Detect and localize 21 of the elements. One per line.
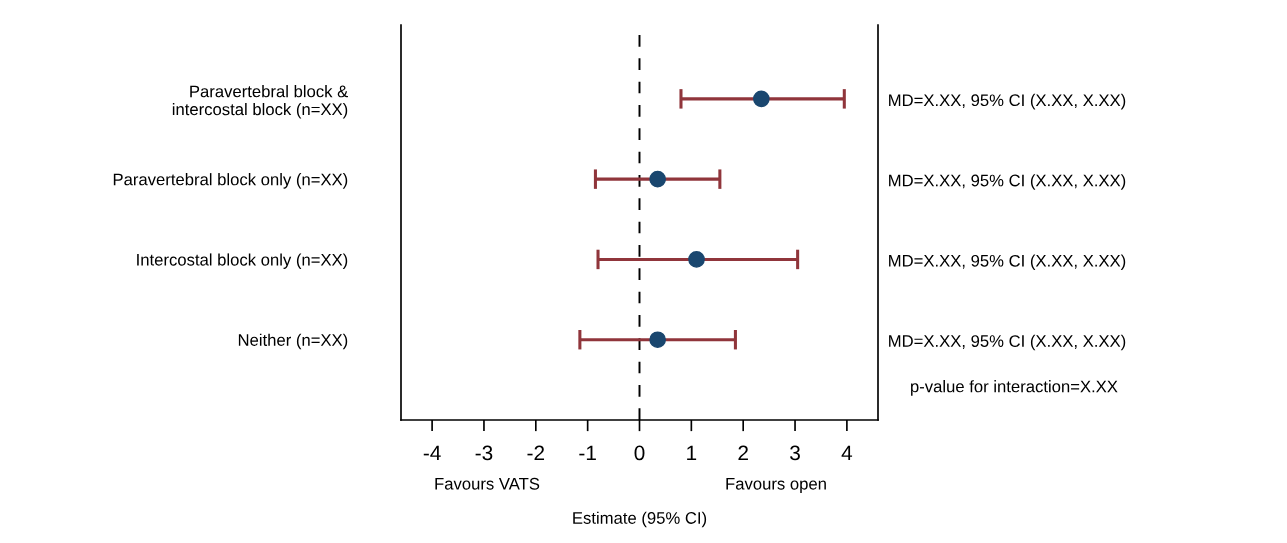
text: Favours VATS (435, 477, 540, 490)
x-tick-label: -2 (527, 445, 545, 461)
x-tick-label: 0 (634, 445, 645, 461)
y-tick-label: Intercostal block only (n=XX) (137, 253, 348, 269)
text: MD=X.XX, 95% CI (X.XX, X.XX) (889, 174, 1126, 190)
y-tick-label: Paravertebral block & intercostal block (n=XX) (172, 85, 348, 119)
y-tick-label: Paravertebral block only (n=XX) (113, 173, 348, 189)
text: MD=X.XX, 95% CI (X.XX, X.XX) (889, 254, 1126, 270)
y-tick-label: Neither (n=XX) (238, 333, 348, 350)
x-tick-label: -4 (423, 445, 441, 461)
text: Favours open (726, 478, 826, 493)
x-tick-label: 2 (738, 445, 748, 461)
x-axis-title: Estimate (95% CI) (573, 511, 707, 528)
text: MD=X.XX, 95% CI (X.XX, X.XX) (889, 334, 1126, 351)
x-tick-label: 1 (687, 445, 697, 461)
text: MD=X.XX, 95% CI (X.XX, X.XX) (889, 93, 1126, 110)
x-tick-label: -3 (475, 445, 493, 461)
text: p-value for interaction=X.XX (911, 380, 1118, 396)
x-tick-label: 4 (841, 445, 853, 461)
x-tick-label: 3 (790, 445, 800, 461)
x-tick-label: -1 (579, 445, 596, 461)
